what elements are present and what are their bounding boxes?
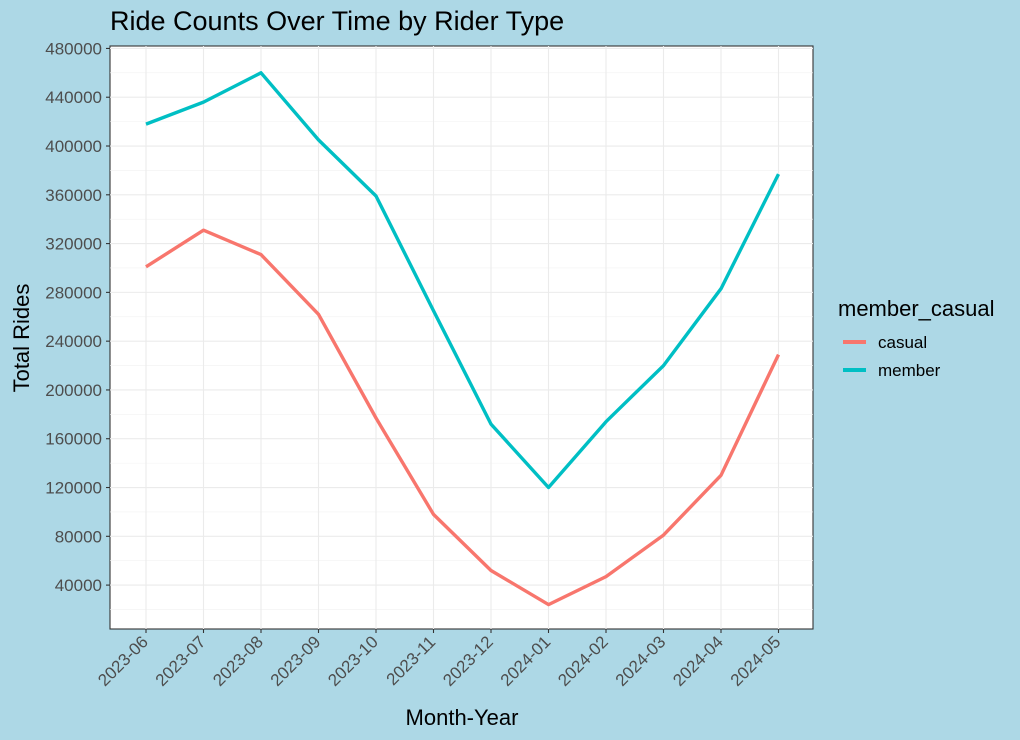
x-tick-label: 2023-12 [439, 632, 497, 690]
legend-label-casual: casual [878, 333, 927, 352]
x-tick-label: 2024-01 [497, 632, 555, 690]
series-lines [145, 71, 781, 607]
x-tick-label: 2023-07 [152, 632, 210, 690]
x-tick-label: 2023-09 [267, 632, 325, 690]
y-tick-label: 440000 [45, 88, 102, 107]
chart-title: Ride Counts Over Time by Rider Type [110, 6, 564, 36]
legend-title: member_casual [838, 296, 995, 321]
x-tick-label: 2023-08 [209, 632, 267, 690]
y-tick-label: 80000 [55, 527, 102, 546]
y-tick-label: 280000 [45, 283, 102, 302]
x-tick-label: 2024-02 [554, 632, 612, 690]
x-axis: 2023-06 2023-07 2023-08 2023-09 2023-10 2023-… [94, 629, 784, 690]
x-tick-label: 2023-10 [324, 632, 382, 690]
x-tick-label: 2023-11 [383, 632, 440, 689]
y-axis: 40000 80000 120000 160000 200000 240000 280000… [45, 39, 110, 595]
y-tick-label: 160000 [45, 430, 102, 449]
y-tick-label: 320000 [45, 235, 102, 254]
y-axis-title: Total Rides [9, 284, 34, 393]
series-line-member [145, 71, 781, 490]
legend-label-member: member [878, 361, 941, 380]
y-tick-label: 360000 [45, 186, 102, 205]
y-tick-label: 240000 [45, 332, 102, 351]
gridlines [110, 46, 813, 629]
series-line-casual [145, 228, 781, 607]
x-tick-label: 2023-06 [94, 632, 152, 690]
y-tick-label: 200000 [45, 381, 102, 400]
legend: member_casual casual member [838, 296, 995, 380]
x-tick-label: 2024-04 [669, 632, 727, 690]
x-tick-label: 2024-03 [612, 632, 670, 690]
plot-panel [109, 45, 814, 630]
y-tick-label: 40000 [55, 576, 102, 595]
y-tick-label: 120000 [45, 479, 102, 498]
x-tick-label: 2024-05 [727, 632, 785, 690]
y-tick-label: 480000 [45, 39, 102, 58]
y-tick-label: 400000 [45, 137, 102, 156]
x-axis-title: Month-Year [406, 705, 519, 730]
